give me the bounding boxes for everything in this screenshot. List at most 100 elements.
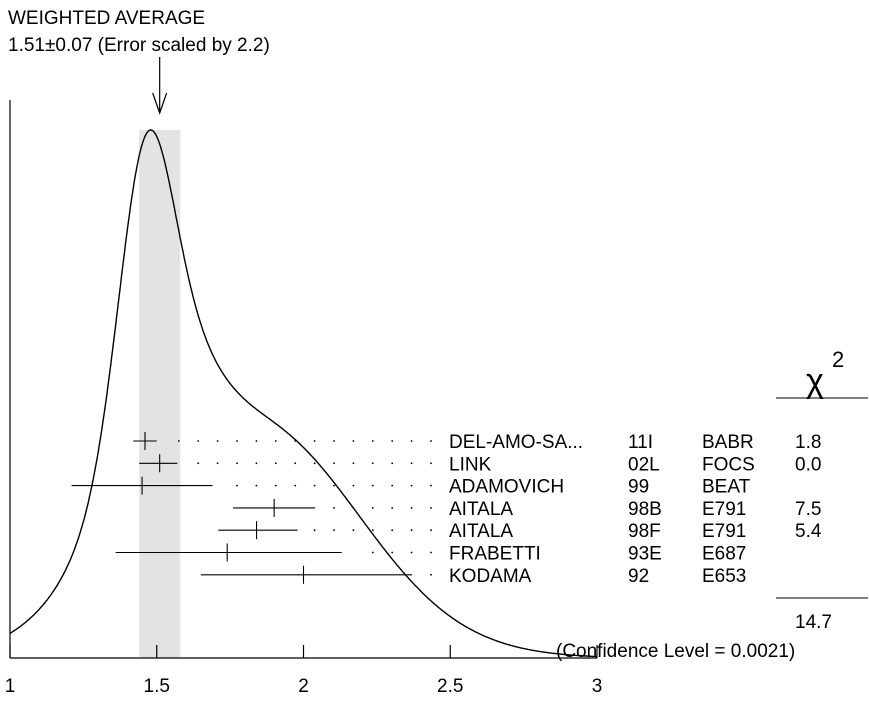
measurement-rows: DEL-AMO-SA... 11I BABR 1.8 LINK 02L FOCS 0.0 ADA…	[71, 432, 822, 587]
leader-dot	[371, 440, 374, 442]
measurement-year: 02L	[628, 454, 660, 475]
x-tick-label: 2.5	[437, 676, 463, 697]
measurement-experiment: FOCS	[702, 454, 755, 475]
leader-dot	[352, 507, 355, 509]
measurement-chi2: 0.0	[795, 454, 821, 475]
measurement-year: 92	[628, 566, 649, 587]
x-tick-label: 1.5	[144, 676, 170, 697]
measurement-author: DEL-AMO-SA...	[449, 432, 583, 453]
leader-dot	[274, 440, 277, 442]
leader-dot	[294, 484, 297, 487]
weighted-average-arrow	[152, 57, 168, 115]
measurement-author: AITALA	[449, 499, 513, 520]
leader-dot	[255, 440, 258, 442]
measurement-year: 99	[628, 477, 649, 498]
leader-dot	[313, 462, 316, 465]
leader-dot	[391, 440, 394, 442]
leader-dot	[410, 440, 413, 442]
leader-dot	[352, 529, 355, 532]
measurement-chi2: 1.8	[795, 432, 821, 453]
leader-dot	[333, 462, 335, 465]
chi2-header: χ	[806, 362, 824, 400]
leader-dot	[333, 440, 335, 442]
measurement-author: LINK	[449, 454, 492, 475]
measurement-chi2: 5.4	[795, 521, 822, 542]
leader-dot	[391, 484, 394, 487]
leader-dot	[236, 440, 238, 442]
confidence-level: (Confidence Level = 0.0021)	[556, 641, 795, 662]
leader-dot	[371, 529, 374, 532]
measurement-experiment: BEAT	[702, 477, 751, 498]
leader-dot	[236, 484, 238, 487]
leader-dot	[197, 462, 200, 465]
weighted-average-band	[139, 130, 181, 658]
leader-dot	[410, 551, 413, 554]
leader-dot	[255, 484, 258, 487]
leader-dot	[313, 440, 316, 442]
leader-dot	[333, 484, 335, 487]
leader-dot	[371, 507, 374, 509]
measurement-row: DEL-AMO-SA... 11I BABR 1.8	[133, 432, 821, 453]
leader-dot	[274, 462, 277, 465]
leader-dot	[352, 440, 355, 442]
leader-dot	[430, 507, 432, 509]
arrow-head	[152, 92, 168, 115]
leader-dot	[274, 484, 277, 487]
leader-dot	[391, 462, 394, 465]
measurement-row: FRABETTI 93E E687	[115, 543, 746, 565]
leader-dot	[294, 440, 297, 442]
measurement-experiment: E791	[702, 521, 746, 542]
ideogram-curve	[9, 129, 597, 658]
measurement-author: ADAMOVICH	[449, 477, 564, 498]
leader-dot	[371, 462, 374, 465]
measurement-row: AITALA 98B E791 7.5	[233, 498, 821, 520]
leader-dot	[430, 462, 432, 465]
leader-dot	[313, 529, 316, 532]
leader-dot	[430, 573, 432, 576]
leader-dot	[216, 440, 219, 442]
chart-title-line1: WEIGHTED AVERAGE	[8, 8, 205, 29]
leader-dot	[352, 462, 355, 465]
leader-dot	[391, 507, 394, 509]
leader-dot	[371, 484, 374, 487]
measurement-experiment: BABR	[702, 432, 754, 453]
measurement-experiment: E687	[702, 544, 746, 565]
measurement-year: 11I	[628, 432, 653, 453]
leader-dot	[313, 484, 316, 487]
leader-dot	[430, 484, 432, 487]
measurement-chi2: 7.5	[795, 499, 821, 520]
leader-dot	[216, 462, 219, 465]
chi2-total: 14.7	[795, 612, 832, 633]
x-axis-ticks: 1 1.5 2 2.5 3	[5, 645, 603, 697]
chart-title-line2: 1.51±0.07 (Error scaled by 2.2)	[8, 35, 270, 56]
leader-dot	[391, 551, 394, 554]
x-tick-label: 1	[5, 676, 16, 697]
leader-dot	[430, 440, 432, 442]
leader-dot	[333, 507, 335, 509]
measurement-author: FRABETTI	[449, 544, 541, 565]
leader-dot	[197, 440, 200, 442]
measurement-row: ADAMOVICH 99 BEAT	[71, 476, 751, 498]
measurement-row: LINK 02L FOCS 0.0	[139, 454, 821, 475]
measurement-year: 98B	[628, 499, 662, 520]
leader-dot	[371, 551, 374, 554]
measurement-row: KODAMA 92 E653	[200, 565, 746, 587]
leader-dot	[333, 529, 335, 532]
leader-dot	[430, 529, 432, 532]
measurement-year: 93E	[628, 544, 662, 565]
leader-dot	[410, 462, 413, 465]
measurement-experiment: E653	[702, 566, 746, 587]
leader-dot	[177, 440, 180, 442]
chi2-superscript: 2	[832, 347, 844, 372]
leader-dot	[255, 462, 258, 465]
leader-dot	[236, 462, 238, 465]
leader-dot	[352, 484, 355, 487]
measurement-row: AITALA 98F E791 5.4	[218, 521, 822, 542]
leader-dot	[410, 484, 413, 487]
leader-dot	[294, 462, 297, 465]
chi2-symbol: χ	[806, 362, 824, 400]
x-tick-label: 3	[592, 676, 603, 697]
measurement-author: AITALA	[449, 521, 513, 542]
leader-dot	[410, 507, 413, 509]
